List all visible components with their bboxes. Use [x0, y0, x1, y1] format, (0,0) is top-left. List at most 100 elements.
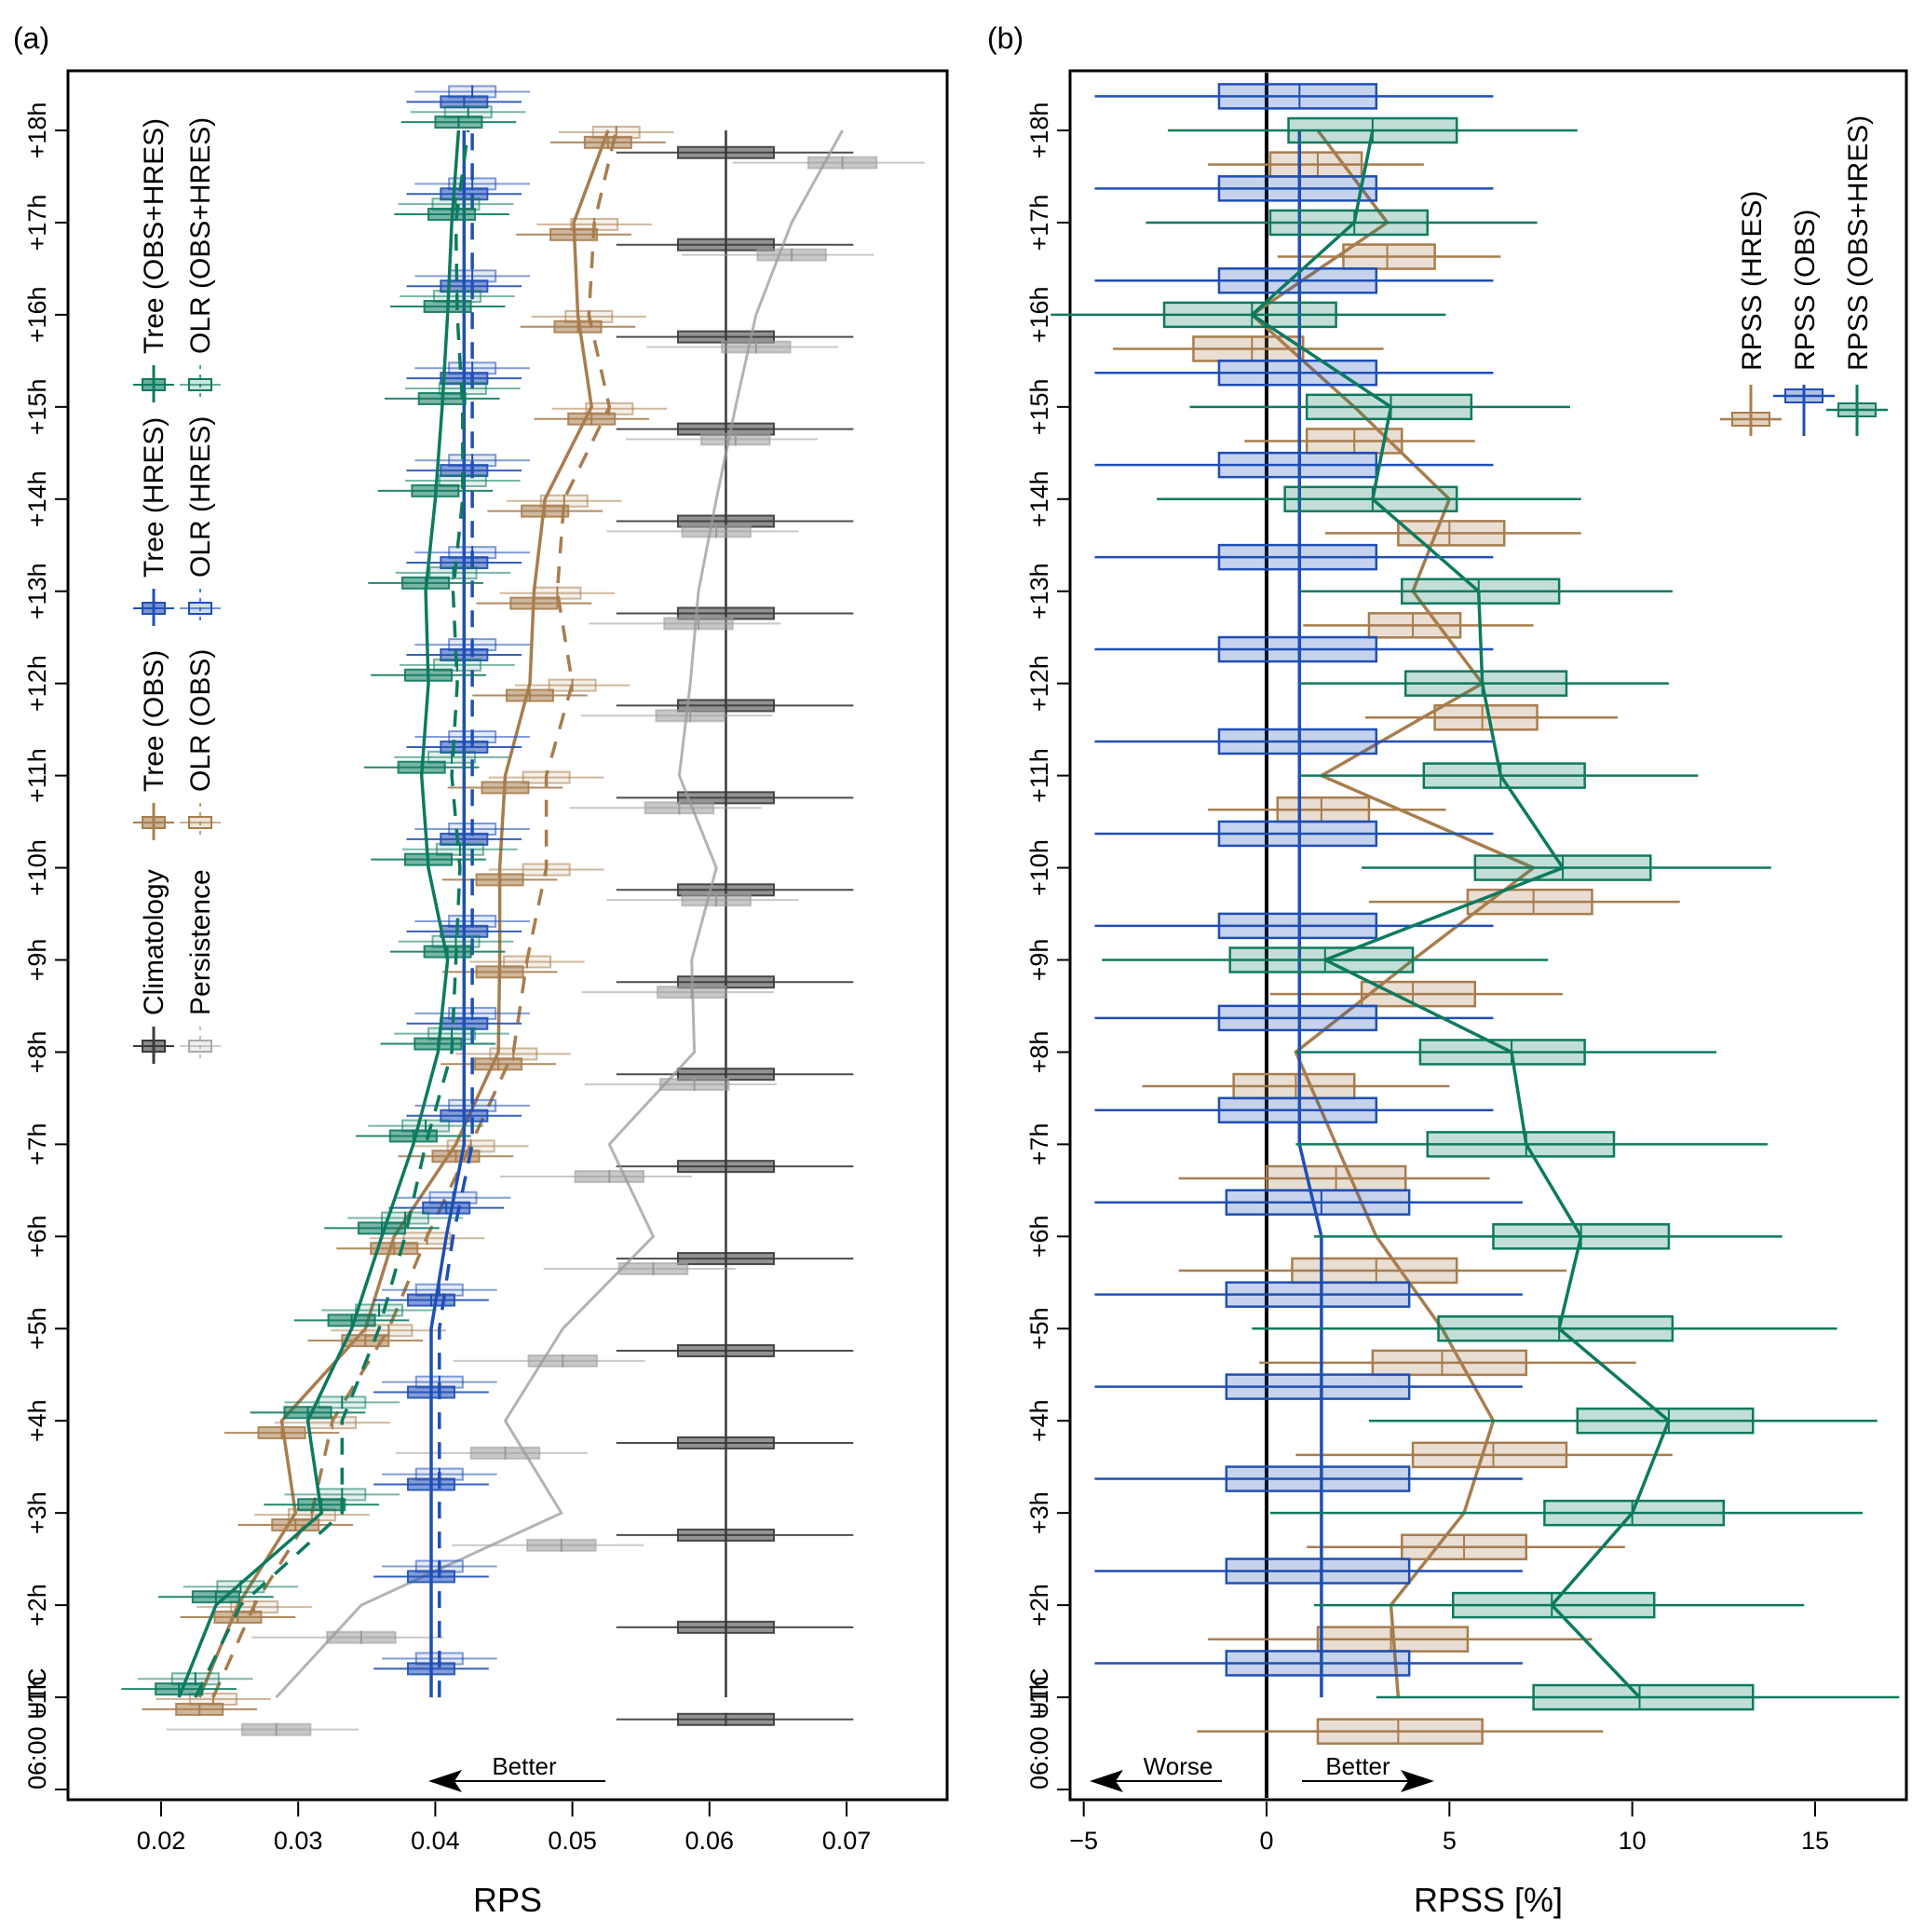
legend-label: OLR (OBS+HRES) — [185, 117, 216, 354]
y-tick-label: +5h — [23, 1307, 51, 1350]
legend-label: OLR (OBS) — [185, 649, 216, 792]
x-tick-label: 10 — [1619, 1827, 1647, 1855]
y-tick-label: +3h — [23, 1491, 51, 1534]
y-tick-label: +5h — [1025, 1307, 1053, 1350]
series-line — [429, 130, 467, 1698]
legend-label: OLR (HRES) — [185, 416, 216, 578]
legend-item: RPSS (OBS) — [1773, 210, 1835, 436]
box — [1225, 1465, 1411, 1492]
x-tick-label: 0.05 — [548, 1827, 597, 1855]
y-tick-label: +2h — [1025, 1584, 1053, 1626]
series-line — [1249, 129, 1671, 1699]
legend-label: Tree (HRES) — [139, 417, 169, 578]
x-tick-label: −5 — [1069, 1827, 1098, 1855]
panel-a-y-axis: 06:00 UTC+1h +2h +3h +4h +5h +6h +7h +8h +9h +10h… — [23, 102, 68, 1790]
series-tree-hres- — [373, 95, 522, 1698]
box — [1367, 612, 1462, 639]
legend-label: RPSS (HRES) — [1737, 191, 1768, 371]
worse-arrow-head-icon — [1090, 1770, 1123, 1792]
series-rpss-obs-hres- — [1051, 116, 1900, 1711]
box — [1217, 820, 1378, 848]
y-tick-label: +16h — [1025, 286, 1053, 343]
legend-label: RPSS (OBS) — [1790, 210, 1821, 371]
box — [1225, 1281, 1411, 1308]
panel-b-marks — [1051, 73, 1900, 1798]
x-tick-label: 0.02 — [137, 1827, 186, 1855]
y-tick-label: +6h — [1025, 1215, 1053, 1258]
series-olr-hres- — [381, 85, 530, 1698]
y-tick-label: +13h — [1025, 563, 1053, 619]
box — [1422, 762, 1586, 789]
panel-a-marks — [121, 85, 925, 1736]
box — [1291, 1257, 1458, 1285]
legend-item: RPSS (OBS+HRES) — [1826, 116, 1888, 436]
box — [1217, 451, 1378, 479]
x-tick-label: 0.03 — [274, 1827, 323, 1855]
series-line — [211, 129, 618, 1698]
series-line — [177, 129, 461, 1698]
legend-item: OLR (OBS) — [180, 649, 221, 840]
y-tick-label: +14h — [23, 470, 51, 527]
box — [1225, 1650, 1411, 1677]
box — [1225, 1373, 1411, 1400]
y-tick-label: +15h — [23, 378, 51, 435]
y-tick-label: +16h — [23, 286, 51, 343]
panel-b-legend: RPSS (HRES) RPSS (OBS) RPSS (OBS+HRES) — [1720, 116, 1888, 436]
legend-item: Tree (OBS+HRES) — [133, 118, 174, 402]
box — [1397, 520, 1506, 547]
y-tick-label: +6h — [23, 1215, 51, 1258]
series-line — [275, 129, 844, 1699]
box — [1283, 485, 1458, 513]
y-tick-label: +8h — [23, 1031, 51, 1074]
legend-item: Persistence — [180, 869, 221, 1064]
legend-label: Climatology — [139, 869, 169, 1015]
legend-item: OLR (OBS+HRES) — [180, 117, 221, 402]
box — [1316, 1718, 1484, 1745]
box — [1371, 1349, 1528, 1377]
y-tick-label: +11h — [23, 748, 51, 803]
y-tick-label: +10h — [23, 839, 51, 896]
y-tick-label: +3h — [1025, 1491, 1053, 1534]
panel-b-x-axis: −5 0 5 10 15 — [1069, 1802, 1829, 1855]
box — [1217, 728, 1378, 755]
legend-item: RPSS (HRES) — [1720, 191, 1782, 436]
series-rpss-hres- — [1113, 129, 1680, 1745]
y-tick-label: +1h — [23, 1676, 51, 1719]
legend-item: Tree (HRES) — [133, 417, 174, 626]
series-olr-obs-hres- — [137, 105, 526, 1698]
panel-a-x-label: RPS — [473, 1881, 542, 1919]
panel-b-frame — [1068, 69, 1908, 1802]
y-tick-label: +12h — [23, 655, 51, 712]
box — [1217, 543, 1378, 571]
series-persistence — [166, 129, 925, 1736]
x-tick-label: 0.07 — [822, 1827, 872, 1855]
y-tick-label: +14h — [1025, 470, 1053, 527]
panel-a-frame — [66, 69, 949, 1802]
y-tick-label: +10h — [1025, 839, 1053, 896]
series-line — [194, 129, 470, 1698]
panel-b: (b) 06:00 UTC+1h +2h +3h +4h +5h +6h +7h +8h +9h… — [987, 21, 1908, 1919]
box — [1232, 1072, 1356, 1100]
legend-label: RPSS (OBS+HRES) — [1843, 116, 1874, 371]
box — [1217, 1096, 1378, 1124]
y-tick-label: +18h — [23, 102, 51, 159]
y-tick-label: +7h — [1025, 1122, 1053, 1165]
legend-label: Tree (OBS+HRES) — [139, 118, 169, 354]
y-tick-label: +13h — [23, 563, 51, 619]
y-tick-label: +9h — [1025, 939, 1053, 982]
box — [1217, 1004, 1378, 1032]
box — [1217, 912, 1378, 940]
y-tick-label: 06:00 UTC — [23, 1667, 51, 1789]
box — [1192, 335, 1305, 362]
y-tick-label: +4h — [1025, 1399, 1053, 1442]
y-tick-label: +4h — [23, 1399, 51, 1442]
panel-b-annotations: Worse Better — [1090, 1752, 1434, 1792]
panel-a-label: (a) — [13, 21, 49, 55]
x-tick-label: 0.06 — [685, 1827, 735, 1855]
y-tick-label: +17h — [1025, 195, 1053, 252]
y-tick-label: +7h — [23, 1122, 51, 1165]
box — [1225, 1189, 1411, 1216]
legend-item: Climatology — [133, 869, 174, 1064]
series-tree-obs-hres- — [121, 116, 517, 1698]
